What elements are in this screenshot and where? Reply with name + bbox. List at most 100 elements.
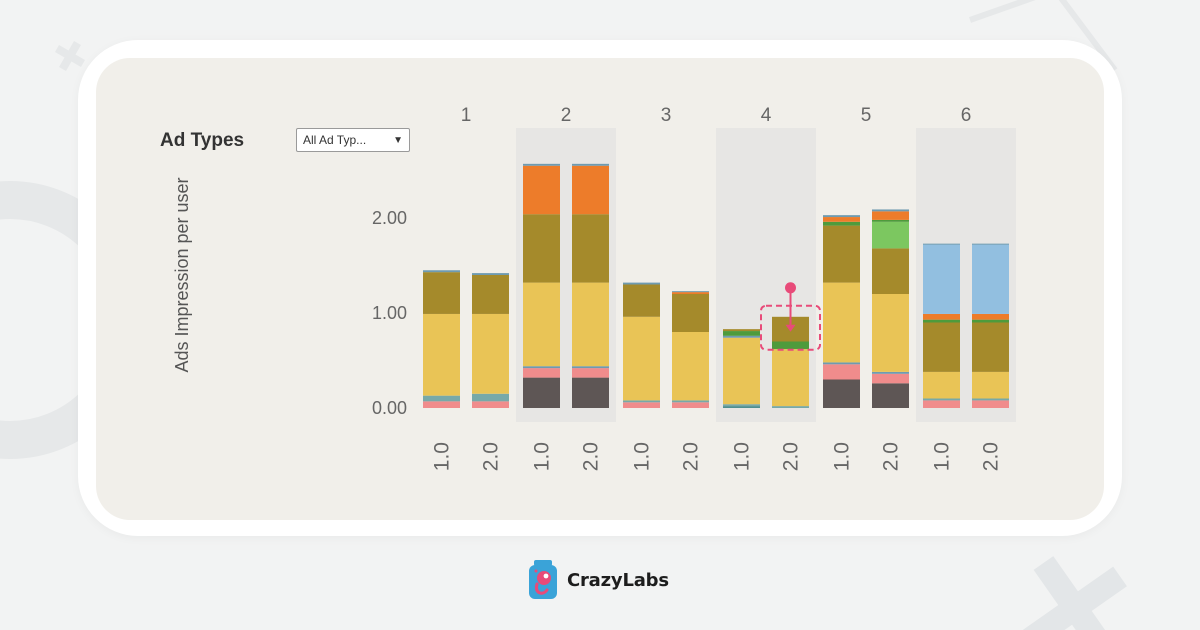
bar-segment	[472, 313, 509, 394]
bar-segment	[423, 313, 460, 396]
bar-segment	[972, 313, 1009, 320]
group-header-label: 1	[461, 105, 472, 126]
bar-segment	[572, 282, 609, 367]
bar-segment	[823, 379, 860, 408]
bar-segment	[572, 165, 609, 215]
bar-segment	[872, 221, 909, 249]
bar-segment	[872, 219, 909, 222]
bar-segment	[723, 406, 760, 408]
bar-segment	[923, 400, 960, 408]
x-tick-label: 2.0	[880, 442, 903, 471]
group-header-label: 6	[961, 105, 972, 126]
bar-segment	[872, 248, 909, 294]
bar-segment	[923, 313, 960, 320]
bar-segment	[523, 163, 560, 166]
bar-segment	[923, 244, 960, 314]
bar-segment	[823, 362, 860, 365]
y-tick-label: 1.00	[372, 303, 407, 323]
group-header-label: 2	[561, 105, 572, 126]
brand-logo: CrazyLabs	[527, 560, 669, 600]
x-tick-label: 1.0	[731, 442, 754, 471]
bar-segment	[472, 393, 509, 402]
brand-name: CrazyLabs	[567, 569, 669, 591]
bar-segment	[523, 282, 560, 367]
bar-segment	[523, 214, 560, 283]
bar-segment	[872, 383, 909, 408]
bar-segment	[523, 368, 560, 378]
bar-segment	[823, 215, 860, 218]
bar-segment	[523, 165, 560, 215]
bar-segment	[572, 377, 609, 408]
bar-segment	[672, 294, 709, 332]
bar-segment	[872, 211, 909, 220]
bar-segment	[872, 294, 909, 372]
bar-segment	[572, 214, 609, 283]
bar-segment	[523, 366, 560, 369]
bar-segment	[972, 319, 1009, 323]
ad-type-filter-dropdown[interactable]: All Ad Typ... ▼	[296, 128, 410, 152]
bar-segment	[472, 401, 509, 408]
highlight-pointer-arrow	[785, 324, 796, 332]
y-axis-label: Ads Impression per user	[172, 177, 192, 372]
bar-segment	[623, 284, 660, 317]
bar-segment	[523, 377, 560, 408]
bar-segment	[823, 221, 860, 226]
x-tick-label: 1.0	[831, 442, 854, 471]
group-header-label: 4	[761, 105, 772, 126]
bar-segment	[623, 282, 660, 285]
bar-segment	[972, 400, 1009, 408]
chart-title: Ad Types	[160, 130, 245, 151]
bar-segment	[723, 331, 760, 336]
x-tick-label: 2.0	[480, 442, 503, 471]
x-tick-label: 1.0	[531, 442, 554, 471]
bar-segment	[723, 335, 760, 338]
bar-segment	[672, 292, 709, 294]
bar-segment	[723, 337, 760, 405]
bar-segment	[572, 366, 609, 369]
bar-segment	[923, 319, 960, 323]
bar-segment	[923, 322, 960, 372]
bar-segment	[572, 368, 609, 378]
bar-segment	[572, 163, 609, 166]
x-tick-label: 1.0	[431, 442, 454, 471]
x-tick-label: 1.0	[931, 442, 954, 471]
bar-segment	[623, 400, 660, 403]
highlight-pointer-dot	[785, 282, 796, 294]
bar-segment	[923, 243, 960, 245]
chevron-down-icon: ▼	[393, 134, 403, 146]
bar-segment	[823, 217, 860, 222]
bar-segment	[772, 349, 809, 407]
bar-segment	[772, 341, 809, 350]
bar-segment	[472, 275, 509, 314]
bar-segment	[923, 398, 960, 401]
bar-segment	[672, 402, 709, 408]
y-tick-label: 0.00	[372, 398, 407, 418]
bar-segment	[423, 270, 460, 273]
bar-segment	[872, 373, 909, 384]
bar-segment	[423, 395, 460, 402]
x-tick-label: 1.0	[631, 442, 654, 471]
bar-segment	[723, 329, 760, 332]
bar-segment	[923, 371, 960, 399]
x-tick-label: 2.0	[780, 442, 803, 471]
bar-segment	[472, 273, 509, 275]
bar-segment	[823, 282, 860, 363]
y-tick-label: 2.00	[372, 208, 407, 228]
bar-segment	[623, 402, 660, 408]
bar-segment	[972, 398, 1009, 401]
bar-segment	[723, 404, 760, 407]
bar-segment	[672, 332, 709, 401]
bar-segment	[823, 225, 860, 283]
bar-segment	[772, 406, 809, 408]
crazylabs-jar-icon	[529, 560, 557, 599]
bar-segment	[623, 316, 660, 401]
bar-segment	[823, 364, 860, 380]
bar-segment	[972, 244, 1009, 314]
group-header-label: 5	[861, 105, 872, 126]
bar-segment	[972, 371, 1009, 399]
bar-segment	[423, 401, 460, 408]
group-header-label: 3	[661, 105, 672, 126]
bar-segment	[872, 209, 909, 212]
bar-segment	[672, 400, 709, 403]
x-tick-label: 2.0	[580, 442, 603, 471]
